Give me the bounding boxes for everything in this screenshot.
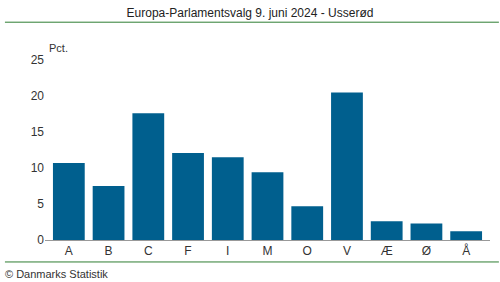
svg-text:Æ: Æ <box>381 244 393 258</box>
svg-text:25: 25 <box>31 53 45 67</box>
svg-text:A: A <box>65 244 73 258</box>
svg-text:M: M <box>263 244 273 258</box>
svg-text:Å: Å <box>462 243 470 258</box>
svg-text:© Danmarks Statistik: © Danmarks Statistik <box>5 268 108 280</box>
svg-text:O: O <box>303 244 312 258</box>
svg-text:5: 5 <box>37 197 44 211</box>
svg-text:Europa-Parlamentsvalg 9. juni: Europa-Parlamentsvalg 9. juni 2024 - Uss… <box>127 6 374 20</box>
svg-text:F: F <box>184 244 191 258</box>
svg-text:20: 20 <box>31 89 45 103</box>
svg-text:15: 15 <box>31 125 45 139</box>
svg-text:0: 0 <box>37 233 44 247</box>
svg-text:C: C <box>144 244 153 258</box>
svg-text:Ø: Ø <box>422 244 431 258</box>
svg-text:I: I <box>226 244 229 258</box>
svg-text:V: V <box>343 244 351 258</box>
svg-text:Pct.: Pct. <box>49 42 68 54</box>
svg-text:10: 10 <box>31 161 45 175</box>
svg-text:B: B <box>105 244 113 258</box>
